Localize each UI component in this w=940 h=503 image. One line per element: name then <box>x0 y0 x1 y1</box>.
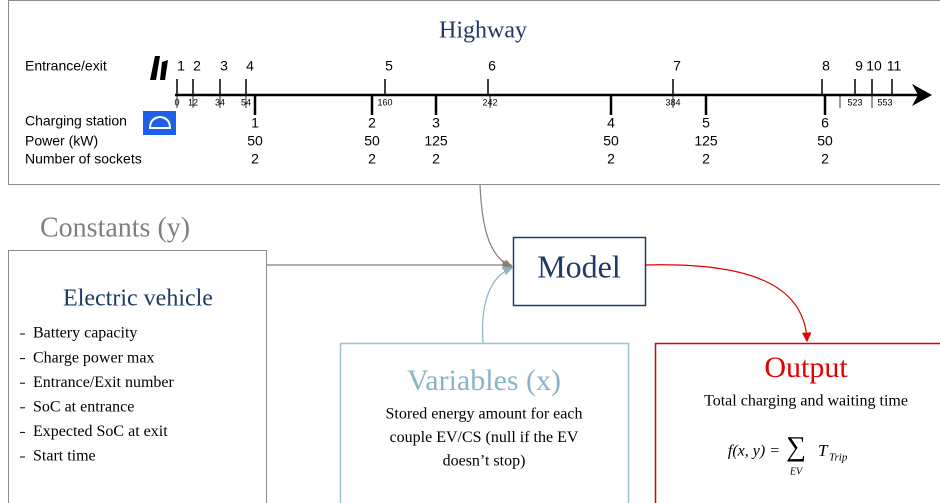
station-number: 3 <box>432 115 440 131</box>
sockets-label: Number of sockets <box>25 151 142 167</box>
model-label: Model <box>537 248 621 284</box>
km-label: 34 <box>215 97 225 107</box>
formula-sum-index: EV <box>789 466 804 477</box>
ev-item: Start time <box>33 448 96 465</box>
exit-number: 11 <box>887 58 902 74</box>
variables-title: Variables (x) <box>407 364 561 397</box>
exit-number: 1 <box>177 58 185 74</box>
power-label: Power (kW) <box>25 133 98 149</box>
station-number: 6 <box>821 115 829 131</box>
charging-icon <box>143 111 176 135</box>
km-label: 384 <box>665 97 680 107</box>
exit-number: 3 <box>220 58 228 74</box>
exit-number: 6 <box>488 58 496 74</box>
ev-item: Expected SoC at exit <box>33 423 168 440</box>
ev-item: Entrance/Exit number <box>33 374 175 391</box>
formula-term: T <box>818 441 829 460</box>
km-label: 242 <box>482 97 497 107</box>
formula-sum: ∑ <box>786 431 806 462</box>
ev-box <box>8 250 267 503</box>
station-number: 5 <box>702 115 710 131</box>
highway-box <box>8 0 940 185</box>
exit-number: 4 <box>246 58 254 74</box>
model-box <box>512 236 647 307</box>
arrow-model-output <box>645 264 812 343</box>
ev-item: Battery capacity <box>33 325 137 342</box>
station-power: 50 <box>603 133 619 149</box>
station-sockets: 2 <box>251 151 259 167</box>
axis-arrow <box>912 84 932 106</box>
ev-item: SoC at entrance <box>33 398 134 415</box>
station-sockets: 2 <box>607 151 615 167</box>
formula-term-index: Trip <box>829 452 848 464</box>
station-sockets: 2 <box>368 151 376 167</box>
variables-line: couple EV/CS (null if the EV <box>390 429 579 446</box>
output-description: Total charging and waiting time <box>704 393 908 410</box>
km-label: 12 <box>188 97 198 107</box>
km-label: 523 <box>847 97 862 107</box>
exit-number: 2 <box>193 58 201 74</box>
entrance-label: Entrance/exit <box>25 58 107 74</box>
station-power: 125 <box>424 133 448 149</box>
arrow-variables-model <box>481 266 514 344</box>
km-label: 0 <box>174 97 179 107</box>
exit-number: 5 <box>385 58 393 74</box>
station-power: 50 <box>817 133 833 149</box>
station-power: 50 <box>247 133 263 149</box>
arrow-highway-model <box>479 184 514 269</box>
exit-number: 7 <box>673 58 681 74</box>
formula-lhs: f(x, y) = <box>728 443 780 460</box>
station-number: 4 <box>607 115 615 131</box>
constants-title: Constants (y) <box>40 212 190 243</box>
variables-line: doesn’t stop) <box>443 453 526 470</box>
station-sockets: 2 <box>702 151 710 167</box>
variables-line: Stored energy amount for each <box>386 406 583 423</box>
station-power: 125 <box>694 133 718 149</box>
variables-box <box>339 342 630 503</box>
station-number: 1 <box>251 115 259 131</box>
station-sockets: 2 <box>432 151 440 167</box>
charging-label: Charging station <box>25 113 127 129</box>
station-number: 2 <box>368 115 376 131</box>
exit-number: 10 <box>866 58 882 74</box>
ev-title: Electric vehicle <box>63 286 213 312</box>
output-box <box>654 342 940 503</box>
output-title: Output <box>764 351 848 384</box>
highway-title: Highway <box>439 18 527 44</box>
exit-number: 9 <box>855 58 863 74</box>
km-label: 553 <box>877 97 892 107</box>
road-icon <box>150 56 168 80</box>
km-label: 160 <box>377 97 392 107</box>
exit-number: 8 <box>822 58 830 74</box>
station-sockets: 2 <box>821 151 829 167</box>
km-label: 54 <box>241 97 251 107</box>
station-power: 50 <box>364 133 380 149</box>
ev-item: Charge power max <box>33 349 154 366</box>
charging-icon-car <box>148 115 172 129</box>
